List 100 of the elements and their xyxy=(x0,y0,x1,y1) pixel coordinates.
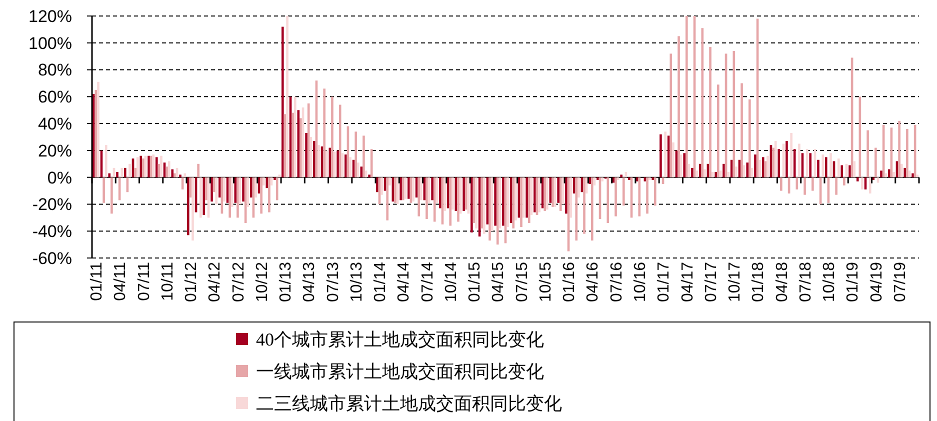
bar xyxy=(174,173,176,178)
bar xyxy=(868,177,872,194)
bar xyxy=(439,177,442,208)
y-tick-label: 20% xyxy=(38,141,72,160)
bar xyxy=(678,36,680,178)
bar xyxy=(262,177,265,186)
x-tick-label: 10/14 xyxy=(442,262,460,302)
bar xyxy=(323,88,326,178)
x-tick-label: 04/19 xyxy=(868,262,886,302)
bar xyxy=(830,153,832,178)
bar xyxy=(236,177,239,218)
bar xyxy=(912,173,914,178)
bar xyxy=(528,177,530,224)
bar xyxy=(714,172,717,178)
bar xyxy=(778,149,780,178)
bar xyxy=(534,177,536,212)
bar xyxy=(672,142,674,178)
bar xyxy=(142,158,144,178)
bar xyxy=(843,177,846,186)
bar xyxy=(462,177,465,211)
bar xyxy=(861,177,864,190)
bar xyxy=(408,177,410,199)
bar xyxy=(152,154,155,178)
bar xyxy=(230,177,234,207)
bar xyxy=(526,177,528,218)
bar xyxy=(464,177,468,210)
bar xyxy=(575,177,578,241)
bar xyxy=(215,177,218,204)
x-tick-label: 07/12 xyxy=(230,262,248,302)
bar xyxy=(246,177,250,207)
legend-label: 一线城市累计土地成交面积同比变化 xyxy=(256,361,544,382)
bar xyxy=(480,177,484,228)
bar xyxy=(313,141,316,178)
bar xyxy=(546,177,548,210)
bar xyxy=(205,177,208,200)
x-tick-label: 04/15 xyxy=(490,262,508,302)
y-tick-label: 80% xyxy=(38,60,72,80)
bar xyxy=(402,177,404,200)
bar xyxy=(709,46,712,178)
bar xyxy=(108,173,111,178)
y-tick-label: 60% xyxy=(38,88,72,107)
bar xyxy=(104,145,108,178)
bar xyxy=(664,132,666,178)
bar xyxy=(786,141,788,178)
bar xyxy=(590,177,594,241)
bar xyxy=(748,99,751,178)
x-tick-label: 01/17 xyxy=(656,262,673,302)
x-tick-label: 04/16 xyxy=(584,262,602,302)
bar xyxy=(824,157,828,178)
bar xyxy=(866,130,869,178)
y-tick-label: 120% xyxy=(28,6,72,26)
bar xyxy=(160,156,162,178)
bar xyxy=(457,177,460,222)
bar xyxy=(685,16,688,178)
bar xyxy=(601,177,604,182)
bar xyxy=(210,177,213,202)
x-tick-label: 07/13 xyxy=(324,262,342,302)
bar xyxy=(155,157,158,178)
bar xyxy=(331,96,334,178)
bar xyxy=(628,177,630,180)
x-tick-label: 04/13 xyxy=(301,262,318,302)
bar xyxy=(884,173,888,178)
y-tick-label: 100% xyxy=(28,34,72,53)
bar xyxy=(136,157,139,178)
x-tick-label: 01/15 xyxy=(466,262,484,302)
bar xyxy=(344,154,347,178)
x-tick-label: 01/19 xyxy=(844,262,862,302)
bar xyxy=(420,177,422,200)
x-tick-label: 10/12 xyxy=(254,262,271,302)
bar xyxy=(916,174,919,178)
bar xyxy=(254,177,257,198)
bar xyxy=(388,177,391,186)
bar xyxy=(790,132,793,178)
bar xyxy=(754,154,756,178)
x-tick-label: 07/18 xyxy=(797,262,814,302)
legend-label: 二三线城市累计土地成交面积同比变化 xyxy=(256,393,562,414)
bar xyxy=(494,177,496,226)
bar xyxy=(502,177,504,226)
bar xyxy=(538,177,540,212)
bar xyxy=(124,168,126,178)
bar xyxy=(449,177,452,226)
bar xyxy=(179,174,182,178)
bar xyxy=(282,26,284,178)
legend-label: 40个城市累计土地成交面积同比变化 xyxy=(256,329,544,350)
bar xyxy=(908,170,911,178)
bar xyxy=(646,177,648,214)
bar xyxy=(837,158,840,178)
bar xyxy=(168,161,170,178)
x-tick-label: 07/15 xyxy=(514,262,531,302)
bar xyxy=(354,132,358,178)
bar xyxy=(722,164,725,178)
bar xyxy=(286,16,288,178)
y-tick-label: 40% xyxy=(38,114,72,134)
bar xyxy=(452,177,454,210)
bar xyxy=(772,148,774,178)
bar xyxy=(652,177,654,180)
x-tick-label: 07/11 xyxy=(136,262,153,301)
x-tick-label: 10/16 xyxy=(632,262,649,302)
bar xyxy=(418,177,420,216)
x-tick-label: 10/13 xyxy=(348,262,366,302)
